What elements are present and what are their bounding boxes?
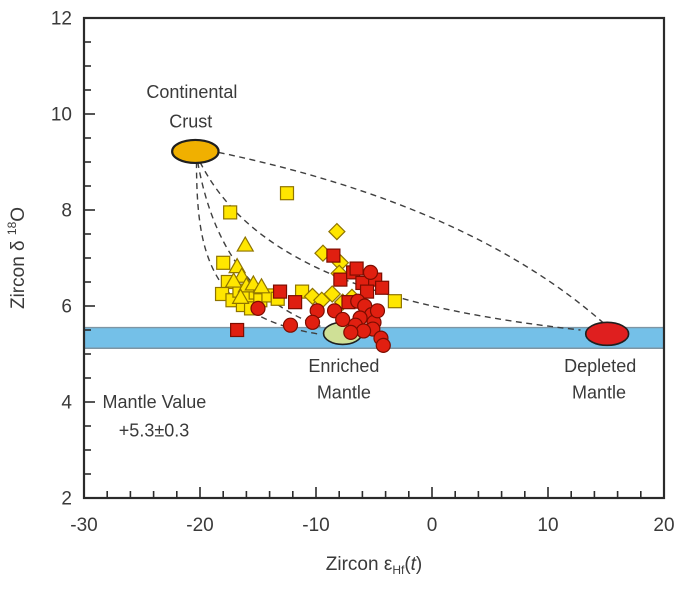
x-tick-labels: -30 -20 -10 0 10 20 (70, 515, 674, 536)
mantle-value-label-line: +5.3±0.3 (119, 421, 189, 441)
y-axis-title: Zircon δ 18O (5, 207, 29, 309)
data-point-red-squares (349, 261, 364, 276)
data-point-red-circles (335, 311, 351, 328)
data-point-red-circles (304, 314, 321, 330)
depleted-mantle-label: Depleted Mantle (564, 356, 636, 403)
y-tick-label: 10 (51, 105, 72, 126)
data-point-yellow-triangles (236, 235, 255, 252)
depleted-mantle-ellipse (584, 321, 630, 347)
enriched-mantle-label: Enriched Mantle (308, 356, 379, 403)
y-tick-label: 4 (61, 393, 72, 414)
y-tick-labels: 2 4 6 8 10 12 (51, 9, 73, 510)
data-point-red-squares (375, 280, 390, 295)
x-tick-label: 10 (537, 515, 558, 536)
data-point-red-circles (369, 303, 386, 319)
series-yellow-triangles (224, 235, 271, 304)
enriched-mantle-label-line: Mantle (317, 383, 371, 403)
data-point-red-squares (333, 272, 348, 287)
data-point-red-circles (355, 323, 372, 339)
depleted-mantle-label-line: Depleted (564, 356, 636, 376)
data-point-yellow-squares (387, 294, 402, 309)
y-tick-label: 8 (61, 201, 72, 222)
series-red-circles (250, 264, 391, 353)
data-point-yellow-diamonds (328, 222, 346, 241)
x-tick-label: -30 (70, 515, 97, 536)
data-point-red-squares (272, 284, 288, 299)
mantle-value-label-line: Mantle Value (103, 392, 207, 412)
x-axis-title: Zircon εHf(t) (326, 554, 423, 577)
x-tick-label: 20 (653, 515, 674, 536)
data-point-red-circles (250, 300, 266, 316)
enriched-mantle-label-line: Enriched (308, 356, 379, 376)
plot-frame (82, 16, 666, 500)
data-point-red-circles (343, 324, 359, 340)
data-point-yellow-diamonds (323, 285, 342, 303)
axis-ticks (83, 17, 665, 499)
continental-crust-ellipse (171, 138, 220, 165)
mantle-value-label: Mantle Value +5.3±0.3 (103, 392, 207, 441)
mixing-curve-enriched-lower (195, 161, 318, 335)
x-tick-label: 0 (427, 515, 438, 536)
data-point-yellow-squares (223, 205, 238, 220)
x-tick-label: -10 (302, 515, 329, 536)
depleted-mantle-label-line: Mantle (572, 383, 626, 403)
continental-crust-label: Continental Crust (146, 82, 237, 131)
data-point-red-squares (326, 248, 341, 263)
data-point-yellow-squares (216, 255, 231, 270)
y-tick-label: 6 (61, 297, 72, 318)
data-point-yellow-triangles (231, 288, 250, 304)
mixing-curve-top (218, 151, 606, 325)
y-tick-label: 12 (51, 9, 72, 30)
data-point-red-squares (359, 284, 375, 299)
data-point-red-squares (230, 322, 245, 338)
data-point-red-circles (375, 337, 391, 353)
x-tick-label: -20 (186, 515, 213, 536)
data-point-yellow-triangles (224, 271, 243, 288)
data-point-red-circles (362, 264, 379, 280)
data-point-red-circles (282, 317, 299, 333)
continental-crust-label-line: Crust (169, 111, 212, 131)
data-point-yellow-squares (279, 186, 295, 201)
mixing-curve-mid (199, 161, 581, 331)
continental-crust-label-line: Continental (146, 82, 237, 102)
data-point-yellow-triangles (252, 277, 271, 294)
data-point-red-squares (288, 295, 303, 310)
y-tick-label: 2 (61, 489, 72, 510)
